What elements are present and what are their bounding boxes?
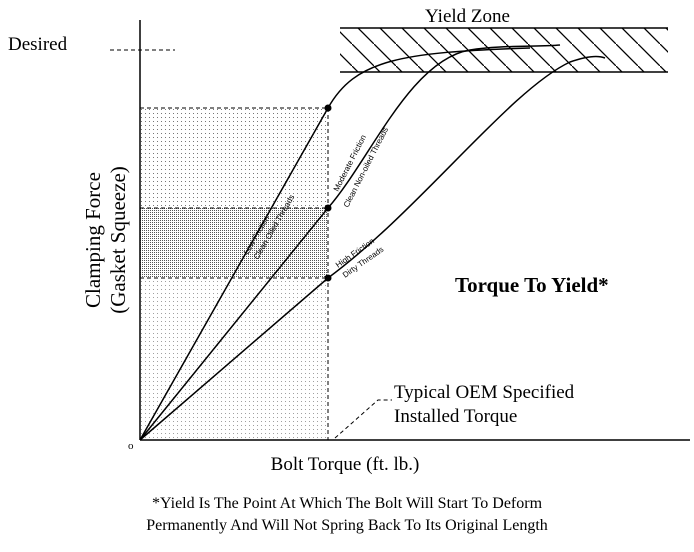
desired-label: Desired xyxy=(8,34,68,55)
origin: o xyxy=(128,440,134,452)
point xyxy=(324,274,332,282)
callout-leader xyxy=(334,399,392,439)
point xyxy=(324,104,332,112)
footnote: Permanently And Will Not Spring Back To … xyxy=(146,517,548,534)
callout: Typical OEM Specified xyxy=(394,382,575,403)
curve-high xyxy=(139,55,606,441)
point xyxy=(324,204,332,212)
curves xyxy=(139,44,606,441)
y-label: Clamping Force xyxy=(81,172,105,308)
heading: Torque To Yield* xyxy=(455,273,609,297)
shade-upper xyxy=(140,108,328,208)
y-label: (Gasket Squeeze) xyxy=(106,166,130,314)
points xyxy=(324,104,332,282)
curve-low xyxy=(139,47,531,441)
yield-title: Yield Zone xyxy=(425,6,510,27)
curve-moderate xyxy=(139,44,561,441)
yield-zone xyxy=(340,28,668,72)
x-label: Bolt Torque (ft. lb.) xyxy=(271,454,420,475)
callout: Installed Torque xyxy=(394,406,517,427)
shade-mid xyxy=(140,208,328,278)
footnote: *Yield Is The Point At Which The Bolt Wi… xyxy=(152,495,543,512)
guides xyxy=(110,49,329,440)
